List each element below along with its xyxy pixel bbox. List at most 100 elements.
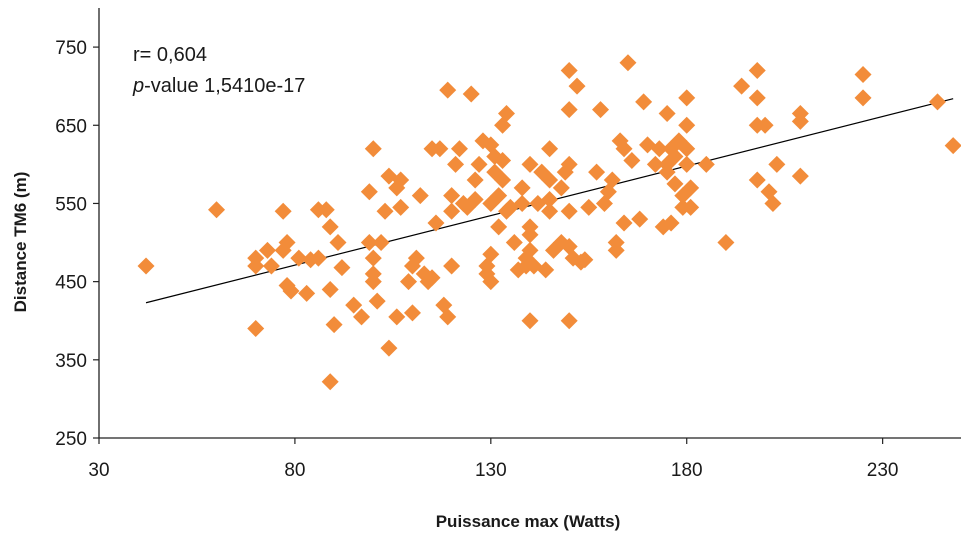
data-point: [791, 167, 809, 185]
data-point: [321, 218, 339, 236]
data-point: [541, 202, 559, 220]
tick-layer: 250 350 450 550 650 750 30 80 130 180 230: [55, 38, 898, 481]
data-point: [580, 198, 598, 216]
data-point: [298, 284, 316, 302]
data-point: [666, 175, 684, 193]
p-value-label: p-value 1,5410e-17: [132, 75, 305, 97]
data-point: [333, 259, 351, 277]
data-point: [560, 62, 578, 80]
data-point: [274, 202, 292, 220]
data-point: [290, 249, 308, 267]
data-point: [262, 257, 280, 275]
data-point: [443, 202, 461, 220]
data-point: [662, 214, 680, 232]
data-point: [615, 214, 633, 232]
data-point: [678, 116, 696, 134]
x-axis-title: Puissance max (Watts): [436, 512, 621, 531]
data-point: [560, 155, 578, 173]
data-point: [576, 251, 594, 269]
data-point: [466, 171, 484, 189]
data-point: [607, 241, 625, 259]
data-point: [560, 202, 578, 220]
data-point: [748, 171, 766, 189]
data-point: [372, 234, 390, 252]
data-point: [619, 54, 637, 72]
data-point: [646, 155, 664, 173]
data-point: [615, 140, 633, 158]
data-point: [360, 183, 378, 201]
data-point: [603, 171, 621, 189]
p-value-text: -value 1,5410e-17: [144, 75, 305, 97]
data-point: [513, 179, 531, 197]
data-point: [678, 155, 696, 173]
data-point: [521, 155, 539, 173]
data-point: [928, 93, 946, 111]
data-point: [482, 245, 500, 263]
p-value-italic: p: [132, 75, 144, 97]
data-point: [733, 77, 751, 95]
x-tick-label: 130: [475, 460, 507, 481]
data-point: [560, 312, 578, 330]
y-axis-title: Distance TM6 (m): [11, 172, 30, 313]
data-point: [666, 148, 684, 166]
data-point: [678, 89, 696, 107]
data-point: [631, 210, 649, 228]
y-tick-label: 650: [55, 116, 87, 137]
x-tick-label: 180: [671, 460, 703, 481]
data-point: [658, 105, 676, 123]
data-point: [317, 201, 335, 219]
data-point: [439, 81, 457, 99]
y-tick-label: 250: [55, 429, 87, 450]
data-point: [791, 112, 809, 130]
data-point: [768, 155, 786, 173]
data-point: [345, 296, 363, 314]
data-point: [364, 140, 382, 158]
y-tick-label: 550: [55, 194, 87, 215]
data-point: [588, 163, 606, 181]
data-point: [552, 179, 570, 197]
data-point: [678, 140, 696, 158]
data-point: [407, 249, 425, 267]
data-point: [490, 187, 508, 205]
data-point: [258, 241, 276, 259]
data-point: [748, 62, 766, 80]
data-point: [423, 269, 441, 287]
data-point: [854, 89, 872, 107]
data-point: [854, 65, 872, 83]
data-point: [682, 179, 700, 197]
data-point: [697, 155, 715, 173]
data-point: [541, 171, 559, 189]
data-point: [364, 273, 382, 291]
correlation-label: r= 0,604: [133, 44, 207, 66]
data-point: [443, 187, 461, 205]
data-point: [403, 304, 421, 322]
data-point: [470, 155, 488, 173]
data-point: [717, 234, 735, 252]
y-tick-label: 750: [55, 38, 87, 59]
data-point: [501, 198, 519, 216]
data-point: [329, 234, 347, 252]
data-point: [360, 234, 378, 252]
data-point: [494, 171, 512, 189]
data-point: [364, 249, 382, 267]
data-point: [388, 308, 406, 326]
data-point: [450, 140, 468, 158]
data-point: [490, 218, 508, 236]
data-point: [282, 282, 300, 300]
data-point: [521, 241, 539, 259]
data-point: [658, 163, 676, 181]
data-point: [537, 261, 555, 279]
data-point: [368, 292, 386, 310]
data-point: [462, 85, 480, 103]
data-point: [560, 101, 578, 119]
data-point: [247, 257, 265, 275]
data-point: [431, 140, 449, 158]
data-point: [400, 273, 418, 291]
data-point: [427, 214, 445, 232]
data-point: [443, 257, 461, 275]
y-tick-label: 450: [55, 273, 87, 294]
data-point: [376, 202, 394, 220]
x-tick-label: 230: [867, 460, 899, 481]
data-point: [635, 93, 653, 111]
data-point: [592, 101, 610, 119]
